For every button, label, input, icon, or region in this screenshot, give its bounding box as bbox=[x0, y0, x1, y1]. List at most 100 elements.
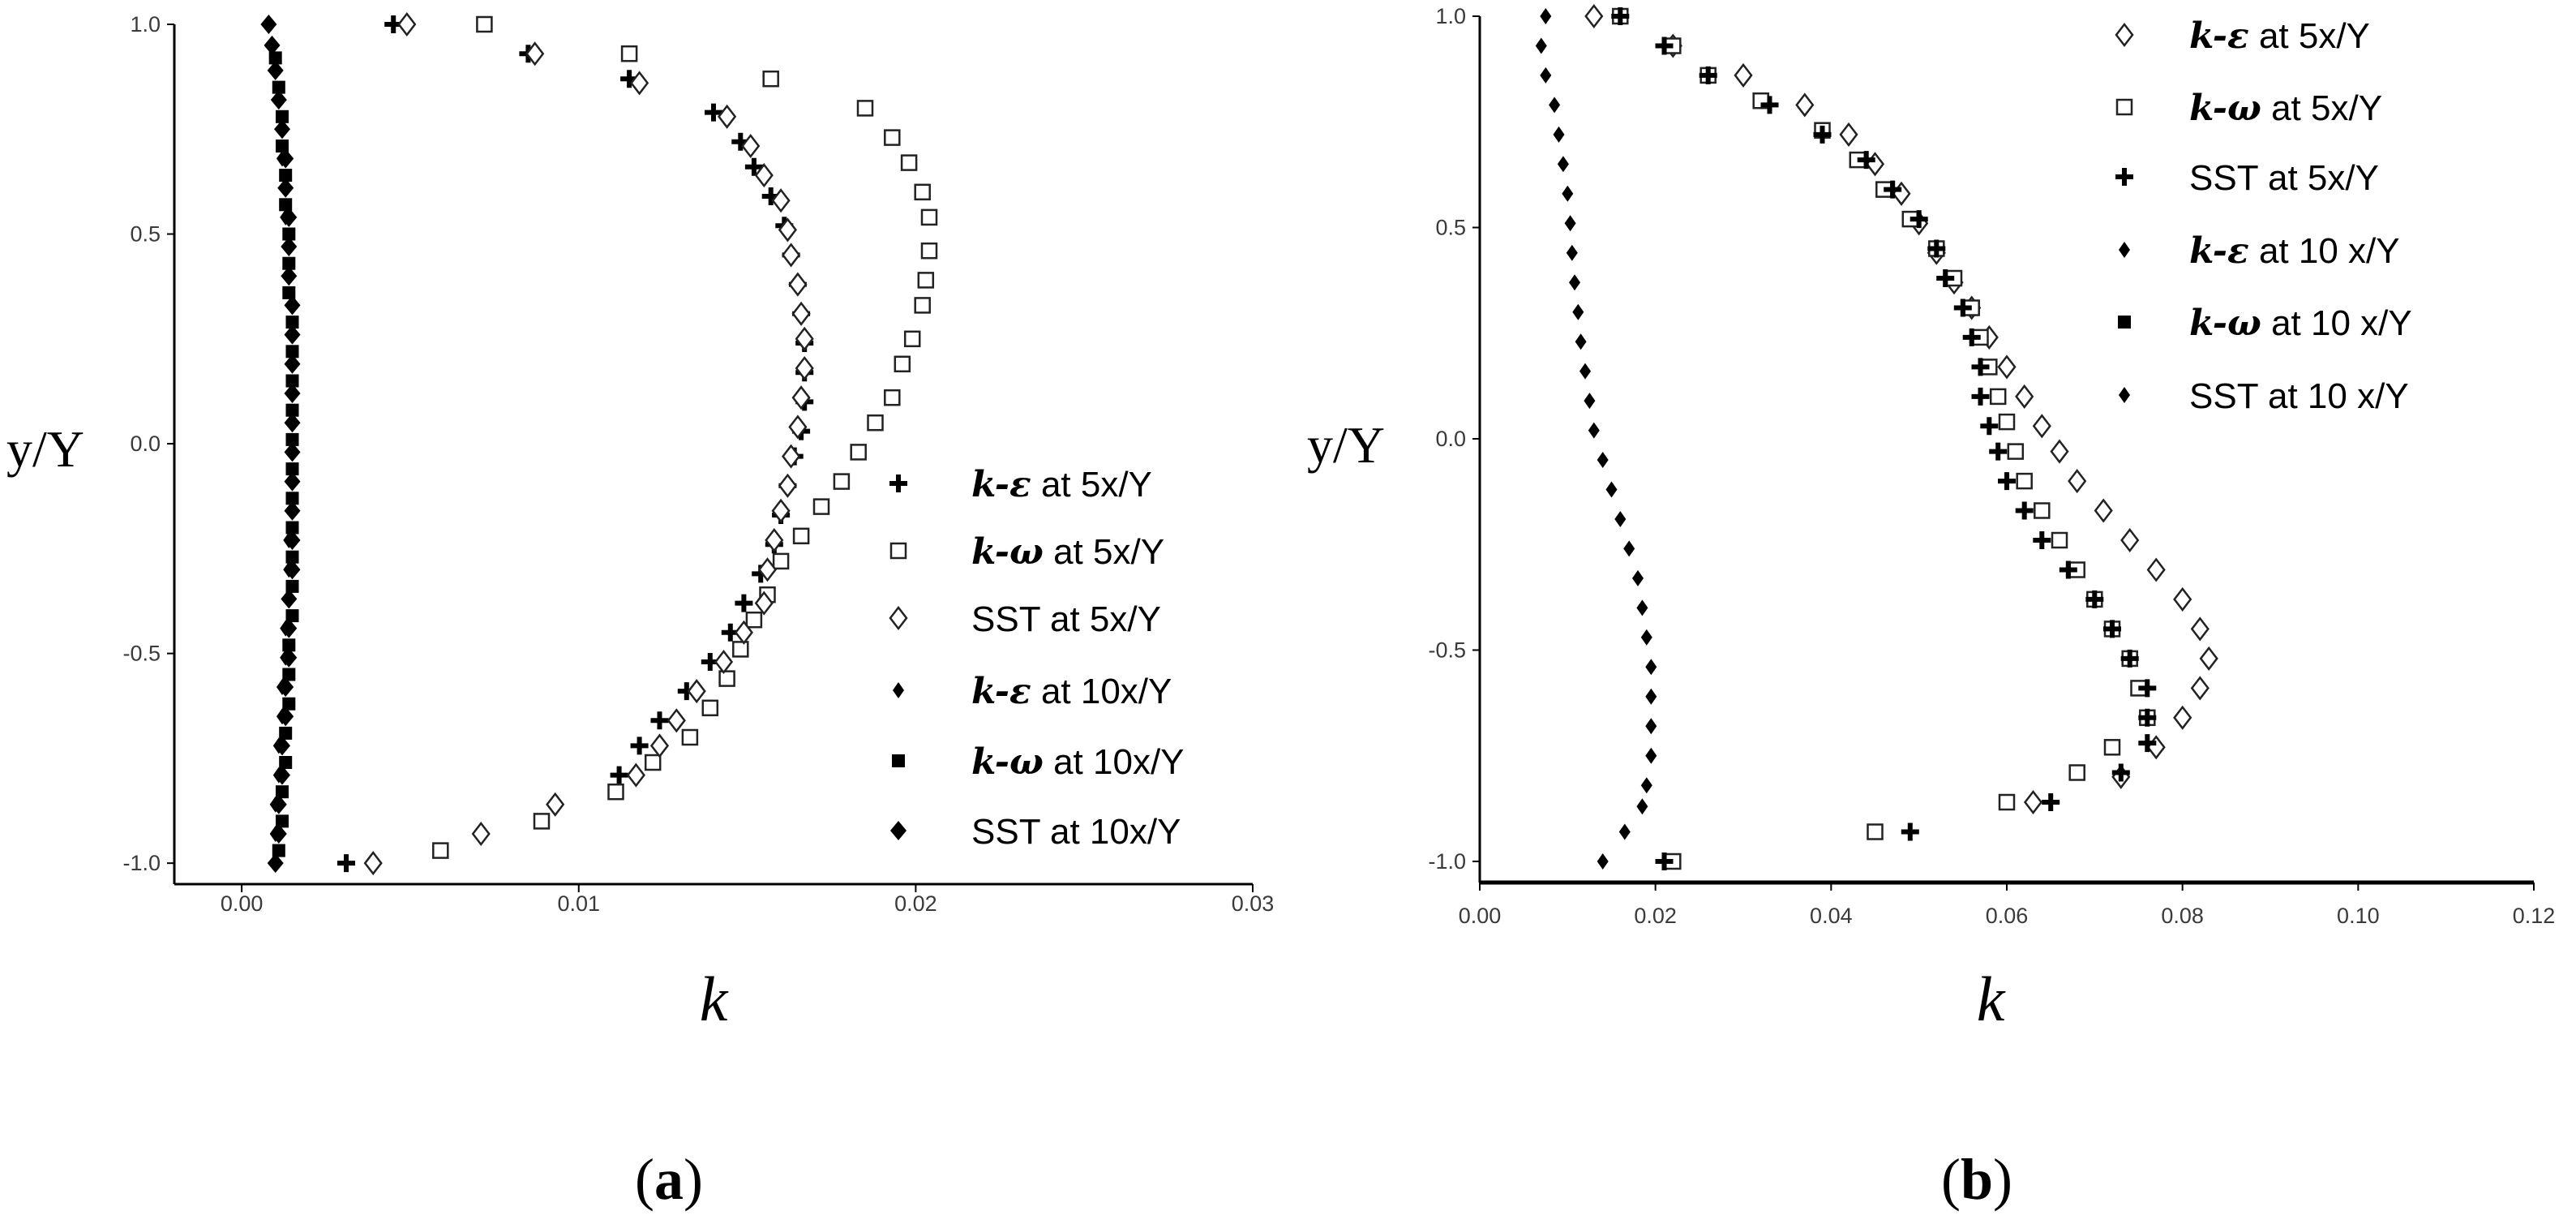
chart-b-data-point bbox=[1597, 452, 1609, 468]
chart-b-series-0 bbox=[1584, 4, 2218, 814]
chart-b: 0.00 0.02 0.04 0.06 0.08 0.10 0.12 1.0 0.5 0.0 -0… bbox=[1307, 4, 2555, 1212]
chart-b-y-tick-label: 1.0 bbox=[1435, 4, 1466, 28]
chart-a-data-point bbox=[771, 499, 791, 523]
chart-a-y-ticks: 1.0 0.5 0.0 -0.5 -1.0 bbox=[122, 12, 174, 875]
chart-a-data-point bbox=[788, 273, 808, 296]
chart-b-data-point bbox=[2024, 790, 2042, 814]
chart-a-y-label: y/Y bbox=[6, 420, 84, 478]
chart-b-x-tick-label: 0.04 bbox=[1810, 904, 1853, 928]
chart-a-legend-item: k-ω at 10x/Y bbox=[892, 741, 1185, 783]
chart-a-data-point bbox=[627, 763, 645, 787]
chart-a-y-tick-label: 0.5 bbox=[130, 222, 161, 247]
chart-b-data-point bbox=[1579, 363, 1591, 380]
chart-a-y-tick-label: -0.5 bbox=[122, 642, 161, 666]
chart-b-data-point bbox=[2173, 706, 2192, 730]
chart-a-data-point bbox=[772, 552, 790, 570]
chart-a-data-point bbox=[607, 783, 624, 801]
chart-b-data-point bbox=[1572, 303, 1584, 320]
chart-b-legend-marker bbox=[2119, 387, 2130, 403]
chart-b-data-point bbox=[1584, 4, 1604, 28]
chart-b-y-tick-label: 0.0 bbox=[1435, 427, 1466, 451]
chart-a-series-0 bbox=[337, 15, 813, 872]
chart-b-x-tick-label: 0.12 bbox=[2513, 904, 2556, 928]
chart-a-data-point bbox=[718, 105, 736, 129]
chart-a-data-point bbox=[914, 297, 931, 314]
chart-a-legend-label: SST at 5x/Y bbox=[971, 599, 1161, 639]
chart-a-series-1 bbox=[432, 15, 938, 859]
chart-a-data-point bbox=[795, 356, 814, 380]
chart-b-legend-label: k-ω at 10 x/Y bbox=[2189, 303, 2412, 344]
chart-a-data-point bbox=[920, 242, 938, 260]
chart-a-data-point bbox=[260, 15, 277, 34]
chart-b-x-ticks: 0.00 0.02 0.04 0.06 0.08 0.10 0.12 bbox=[1459, 883, 2556, 928]
chart-b-data-point bbox=[2103, 739, 2121, 756]
chart-b-data-point bbox=[2007, 443, 2025, 460]
chart-a-legend-marker bbox=[893, 682, 904, 698]
chart-b-data-point bbox=[1901, 823, 1919, 841]
chart-b-data-point bbox=[1989, 388, 2007, 406]
chart-b-data-point bbox=[1998, 413, 2016, 431]
chart-a-data-point bbox=[867, 414, 884, 432]
chart-b-data-point bbox=[1540, 67, 1552, 84]
chart-a-series-2 bbox=[363, 12, 814, 875]
chart-a-data-point bbox=[903, 330, 921, 348]
chart-b-data-point bbox=[1614, 511, 1627, 527]
chart-a-data-point bbox=[476, 15, 493, 33]
chart-b-data-point bbox=[1998, 472, 2016, 490]
chart-a-legend-label: k-ε at 10x/Y bbox=[971, 671, 1172, 712]
chart-b-y-label: y/Y bbox=[1307, 416, 1385, 474]
chart-a-data-point bbox=[533, 813, 551, 830]
chart-a-x-label: k bbox=[700, 964, 729, 1034]
chart-b-x-tick-label: 0.06 bbox=[1986, 904, 2029, 928]
chart-b-x-tick-label: 0.08 bbox=[2161, 904, 2204, 928]
chart-a-data-point bbox=[900, 154, 918, 171]
chart-b-data-point bbox=[1839, 122, 1858, 147]
chart-a-data-point bbox=[917, 272, 935, 289]
chart-a-data-point bbox=[644, 754, 662, 771]
chart-a-data-point bbox=[833, 473, 851, 490]
chart-b-data-point bbox=[1605, 481, 1618, 498]
chart-a-legend-label: k-ω at 10x/Y bbox=[971, 741, 1185, 783]
chart-b-data-point bbox=[1972, 388, 1990, 406]
chart-b-legend-item: k-ω at 5x/Y bbox=[2115, 88, 2382, 129]
chart-a-y-tick-label: -1.0 bbox=[122, 851, 161, 875]
chart-b-y-ticks: 1.0 0.5 0.0 -0.5 -1.0 bbox=[1428, 4, 1480, 874]
chart-b-y-tick-label: -1.0 bbox=[1428, 849, 1466, 874]
chart-b-data-point bbox=[1892, 182, 1911, 206]
chart-a-x-tick-label: 0.00 bbox=[221, 891, 264, 916]
chart-a-legend-item: k-ε at 10x/Y bbox=[893, 671, 1172, 712]
chart-b-legend-label: k-ε at 10 x/Y bbox=[2189, 230, 2400, 272]
chart-a-data-point bbox=[884, 389, 901, 406]
chart-b-data-point bbox=[2042, 793, 2060, 811]
chart-a-data-point bbox=[681, 728, 699, 746]
chart-a-data-point bbox=[363, 851, 383, 875]
chart-b-data-point bbox=[1997, 355, 2017, 379]
chart-b-legend-item: k-ω at 10 x/Y bbox=[2118, 303, 2412, 344]
chart-a-data-point bbox=[650, 734, 669, 758]
chart-a-data-point bbox=[920, 208, 938, 226]
chart-b-data-point bbox=[2015, 384, 2034, 409]
chart-a-legend-item: SST at 5x/Y bbox=[889, 599, 1161, 639]
chart-b-data-point bbox=[1640, 629, 1652, 646]
chart-b-data-point bbox=[1597, 853, 1609, 870]
chart-a-x-ticks: 0.00 0.01 0.02 0.03 bbox=[221, 884, 1274, 916]
chart-a-data-point bbox=[432, 842, 449, 859]
chart-b-y-tick-label: 0.5 bbox=[1435, 215, 1466, 239]
chart-b-legend: k-ε at 5x/Y k-ω at 5x/Y SST at 5x/Y k-ε … bbox=[2115, 15, 2412, 416]
chart-a-x-tick-label: 0.01 bbox=[557, 891, 600, 916]
chart-b-legend-item: SST at 10 x/Y bbox=[2119, 376, 2409, 416]
chart-b-data-point bbox=[1734, 63, 1753, 88]
chart-b-data-point bbox=[1584, 393, 1596, 410]
chart-a-data-point bbox=[771, 188, 791, 213]
chart-b-data-point bbox=[1540, 8, 1552, 24]
chart-b-data-point bbox=[2191, 617, 2210, 641]
chart-a-data-point bbox=[762, 70, 779, 88]
chart-a-data-point bbox=[732, 641, 749, 658]
chart-b-data-point bbox=[1564, 215, 1576, 232]
chart-a-data-point bbox=[667, 709, 686, 732]
chart-b-data-point bbox=[1645, 747, 1657, 764]
chart-b-data-point bbox=[1535, 37, 1547, 54]
chart-b-y-tick-label: -0.5 bbox=[1428, 638, 1466, 662]
chart-b-data-point bbox=[1618, 823, 1631, 840]
